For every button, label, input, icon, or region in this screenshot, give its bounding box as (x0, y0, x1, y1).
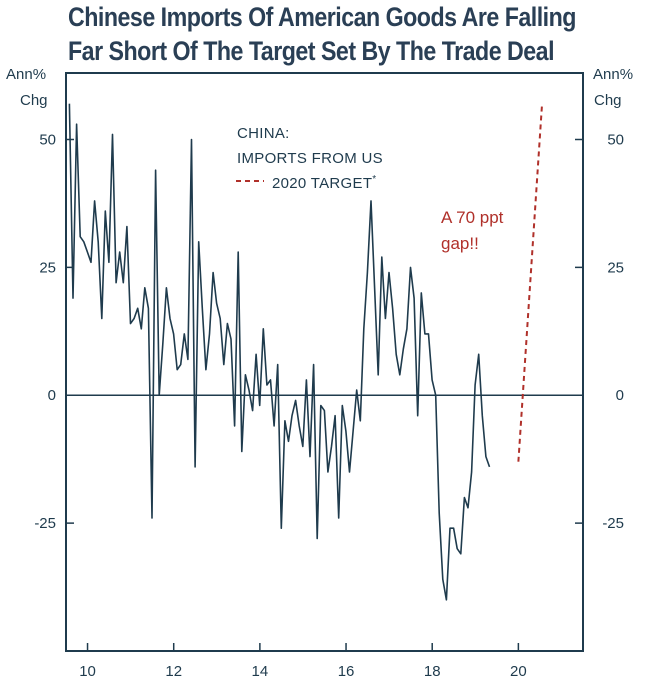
y-axis-label-right-1: Ann% (593, 66, 633, 83)
plot-frame (65, 72, 584, 652)
y-axis-label-left-1: Ann% (6, 66, 46, 83)
legend-target-text: 2020 TARGET (272, 175, 372, 192)
imports-series-line (68, 103, 491, 601)
legend-heading-2: IMPORTS FROM US (237, 150, 383, 167)
gap-annotation-line-1: A 70 ppt (441, 208, 504, 227)
chart-title-line-2: Far Short Of The Target Set By The Trade… (68, 36, 555, 66)
legend-target-label: 2020 TARGET* (272, 174, 377, 192)
y-tick-label-right-3: -25 (602, 515, 624, 532)
y-tick-label-left-2: 0 (48, 387, 56, 404)
x-tick-label-2: 14 (252, 663, 269, 680)
y-tick-label-right-1: 25 (607, 259, 624, 276)
y-axis-label-left-2: Chg (20, 92, 48, 109)
y-tick-label-left-3: -25 (34, 515, 56, 532)
gap-annotation-line-2: gap!! (441, 234, 479, 253)
y-axis-label-right-2: Chg (594, 92, 622, 109)
legend-heading-1: CHINA: (237, 125, 290, 142)
y-tick-label-left-0: 50 (39, 131, 56, 148)
y-tick-label-right-0: 50 (607, 131, 624, 148)
y-tick-label-left-1: 25 (39, 259, 56, 276)
y-tick-label-right-2: 0 (616, 387, 624, 404)
chart-title: Chinese Imports Of American Goods Are Fa… (68, 0, 576, 68)
x-tick-label-0: 10 (79, 663, 96, 680)
tick-labels: 50 50 25 25 0 0 -25 -25 10 12 14 16 18 20 (34, 131, 624, 680)
legend-target-asterisk: * (372, 174, 376, 185)
x-tick-label-3: 16 (338, 663, 355, 680)
x-tick-label-1: 12 (165, 663, 182, 680)
target-series-line (517, 103, 544, 462)
chart-title-line-1: Chinese Imports Of American Goods Are Fa… (68, 2, 576, 32)
x-tick-label-4: 18 (424, 663, 441, 680)
x-tick-label-5: 20 (510, 663, 527, 680)
